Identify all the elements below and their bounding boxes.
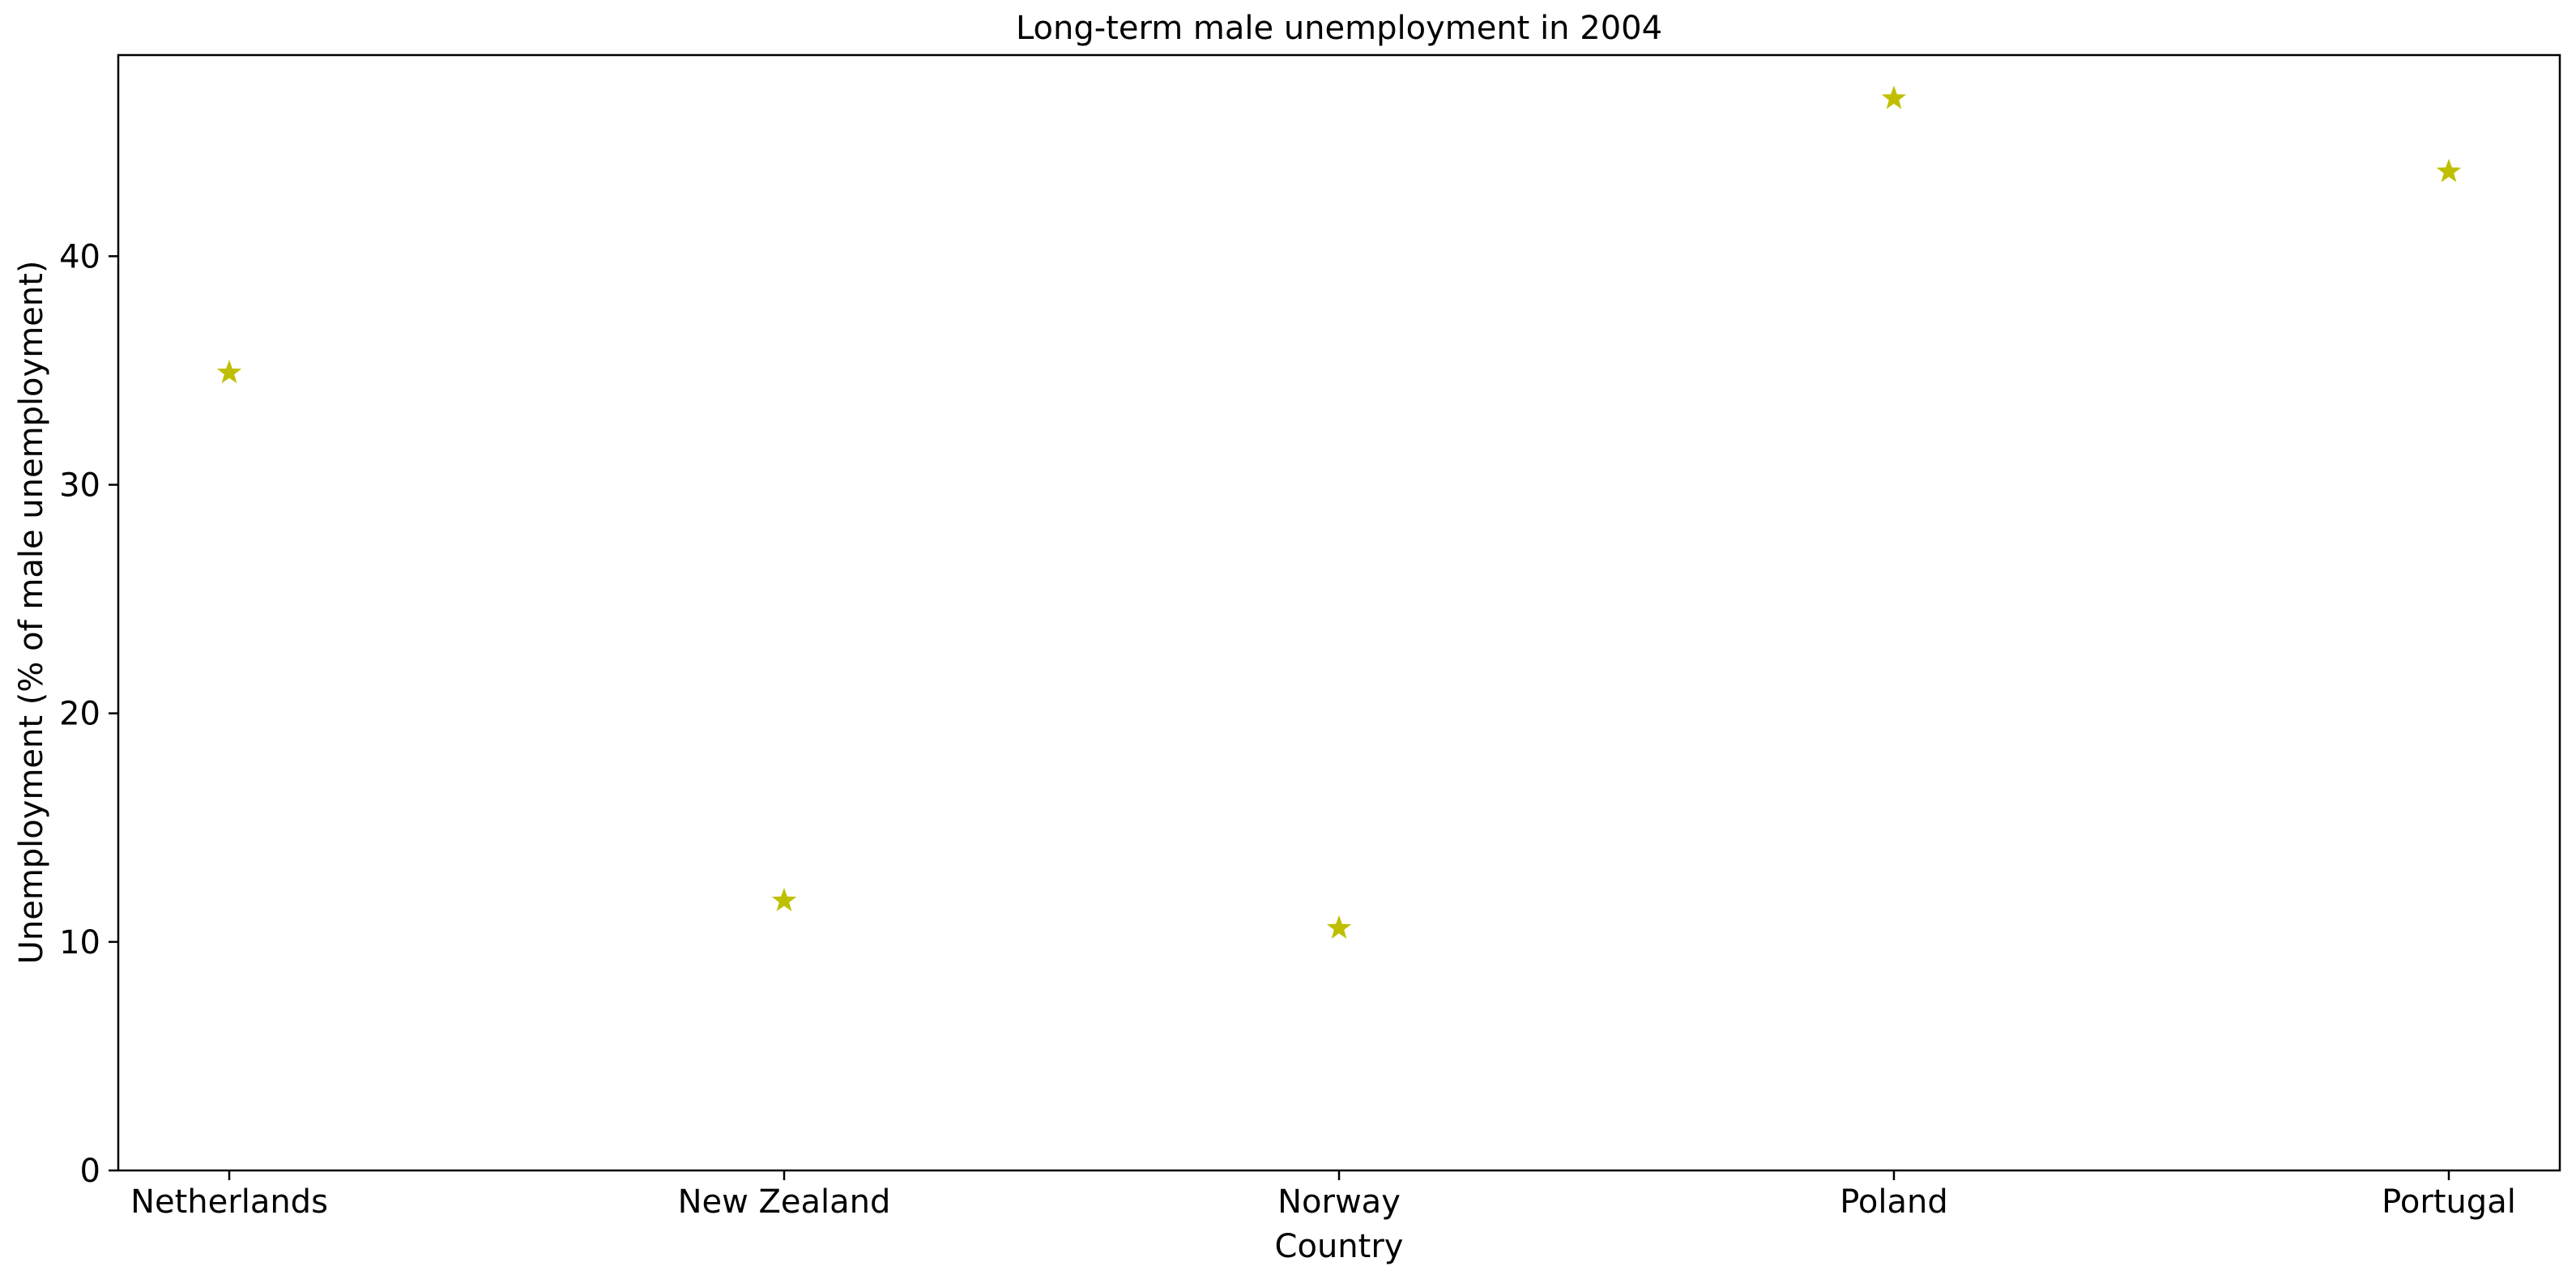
data-point-star <box>1326 914 1352 939</box>
x-axis-ticks: Netherlands New Zealand Norway Poland Portug… <box>130 1170 2516 1221</box>
data-point-star <box>2436 158 2462 182</box>
x-tick-label: Netherlands <box>130 1183 328 1221</box>
y-tick-label: 10 <box>59 924 100 961</box>
chart-title: Long-term male unemployment in 2004 <box>1016 10 1662 47</box>
y-tick-label: 20 <box>59 696 100 733</box>
y-axis-ticks: 0 10 20 30 40 <box>59 238 118 1190</box>
data-point-star <box>771 888 797 911</box>
data-point-star <box>216 360 242 384</box>
y-tick-label: 40 <box>59 238 100 275</box>
x-axis-label: Country <box>1275 1228 1404 1265</box>
data-point-star <box>1881 85 1907 109</box>
x-tick-label: Norway <box>1277 1183 1401 1221</box>
x-tick-label: Portugal <box>2382 1183 2516 1221</box>
y-axis-label: Unemployment (% of male unemployment) <box>13 261 50 965</box>
data-points <box>216 85 2462 939</box>
plot-frame <box>117 53 2561 1172</box>
y-tick-label: 0 <box>80 1153 100 1190</box>
y-tick-label: 30 <box>59 467 100 504</box>
x-tick-label: New Zealand <box>678 1183 891 1221</box>
x-tick-label: Poland <box>1840 1183 1948 1221</box>
